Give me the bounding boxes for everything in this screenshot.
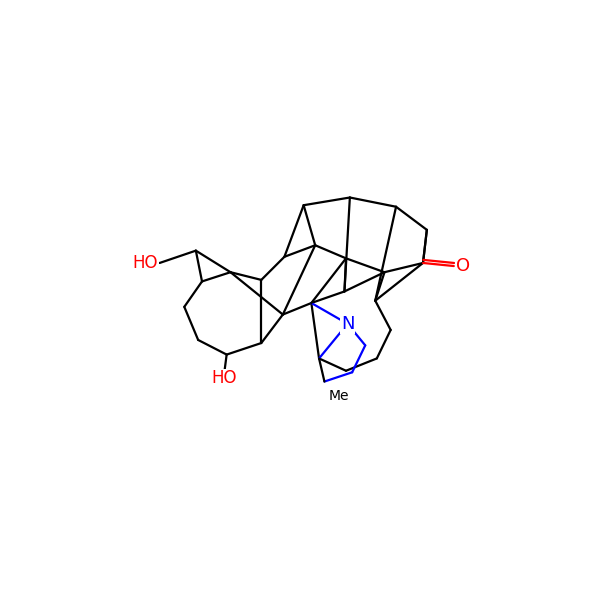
Text: HO: HO bbox=[133, 254, 158, 272]
Text: O: O bbox=[456, 257, 470, 275]
Text: Me: Me bbox=[328, 389, 349, 403]
Text: N: N bbox=[341, 315, 354, 333]
Text: HO: HO bbox=[212, 370, 237, 388]
